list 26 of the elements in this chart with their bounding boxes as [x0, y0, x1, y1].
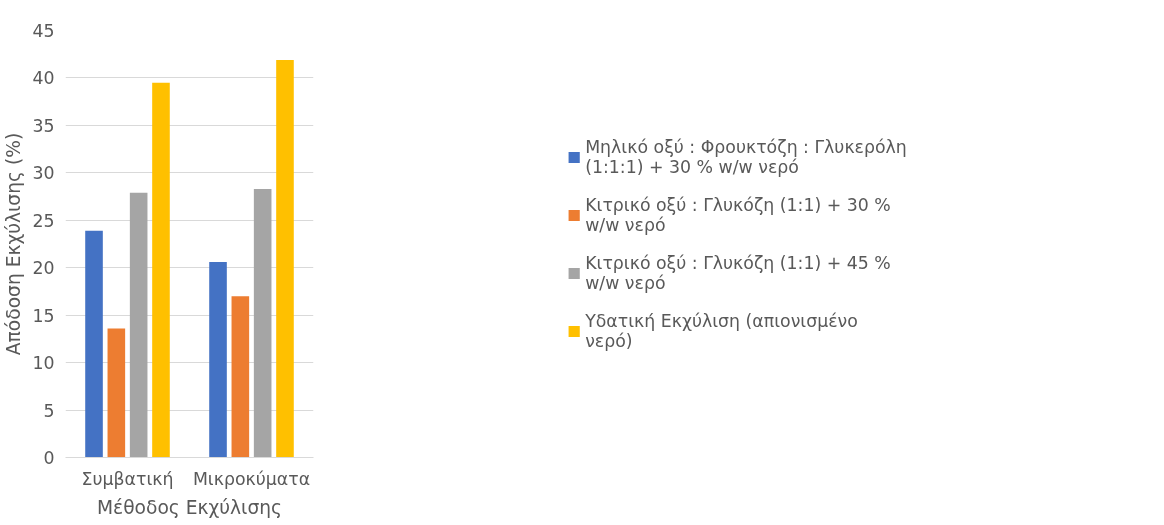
- y-tick-label: 15: [32, 305, 55, 326]
- bar: [152, 82, 170, 458]
- bar: [276, 59, 294, 458]
- bar: [209, 262, 227, 458]
- legend-label: Κιτρικό οξύ : Γλυκόζη (1:1) + 45 % w/w νερό: [585, 252, 891, 293]
- y-tick-label: 0: [43, 448, 55, 468]
- y-tick-label: 25: [32, 210, 55, 231]
- y-tick-label: 35: [32, 115, 55, 136]
- bar: [129, 192, 148, 458]
- x-axis-title: Μέθοδος Εκχύλισης: [96, 496, 283, 518]
- legend-label: Κιτρικό οξύ : Γλυκόζη (1:1) + 30 % w/w νερό: [585, 194, 891, 235]
- y-axis-title: Απόδοση Εκχύλισης (%): [3, 132, 25, 356]
- x-tick-label: Μικροκύματα: [192, 468, 311, 489]
- legend-label: Υδατική Εκχύλιση (απιονισμένο νερό): [585, 310, 858, 351]
- y-tick-label: 45: [32, 21, 55, 41]
- y-tick-label: 20: [32, 258, 55, 279]
- bar: [231, 296, 250, 458]
- legend-label: Μηλικό οξύ : Φρουκτόζη : Γλυκερόλη (1:1:1) + 30 % w/w νερό: [585, 136, 907, 177]
- y-tick-label: 10: [32, 353, 55, 374]
- bar: [253, 188, 272, 458]
- y-tick-label: 30: [32, 163, 55, 184]
- bar: [85, 230, 103, 458]
- y-tick-label: 40: [32, 68, 55, 89]
- bar: [107, 328, 126, 458]
- y-tick-label: 5: [43, 400, 55, 421]
- x-tick-label: Συμβατική: [81, 468, 174, 489]
